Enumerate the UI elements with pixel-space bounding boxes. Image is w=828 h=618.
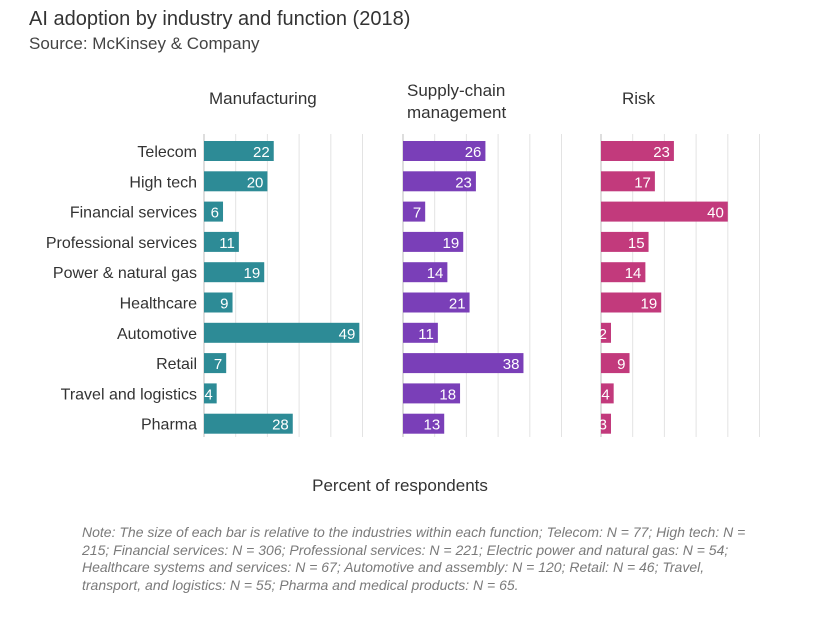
panel-title: Risk: [622, 89, 656, 108]
x-axis-label: Percent of respondents: [312, 476, 488, 495]
data-label: 4: [601, 386, 609, 403]
bar: [403, 171, 476, 192]
bar: [204, 141, 274, 161]
bar: [204, 353, 227, 374]
data-label: 14: [427, 265, 444, 282]
data-label: 3: [599, 417, 607, 434]
data-label: 14: [625, 265, 642, 282]
data-label: 23: [455, 174, 472, 191]
chart-title: AI adoption by industry and function (20…: [29, 8, 411, 30]
data-label: 7: [214, 356, 222, 373]
category-label: Travel and logistics: [61, 386, 197, 403]
bar: [204, 201, 224, 222]
bar: [601, 292, 662, 313]
data-label: 17: [634, 174, 651, 191]
category-label: Healthcare: [120, 296, 197, 313]
data-label: 38: [503, 356, 520, 373]
data-label: 21: [449, 296, 466, 313]
bar: [204, 262, 265, 283]
bar: [403, 353, 524, 374]
bar: [204, 231, 239, 252]
bar: [601, 141, 674, 161]
data-label: 28: [272, 417, 289, 434]
data-label: 4: [204, 386, 212, 403]
bar: [403, 231, 464, 252]
bar: [601, 353, 630, 374]
data-label: 20: [247, 174, 264, 191]
category-label: Financial services: [70, 205, 197, 222]
bar: [601, 383, 614, 404]
bar: [403, 413, 445, 434]
data-label: 19: [641, 296, 658, 313]
data-label: 2: [599, 326, 607, 343]
data-label: 9: [617, 356, 625, 373]
data-label: 15: [628, 235, 645, 252]
data-label: 19: [443, 235, 460, 252]
data-label: 40: [707, 205, 724, 222]
bar: [204, 383, 217, 404]
category-label: Retail: [156, 356, 197, 373]
bar: [204, 322, 360, 343]
data-label: 9: [220, 296, 228, 313]
category-label: High tech: [129, 174, 197, 191]
category-label: Automotive: [117, 326, 197, 343]
data-label: 18: [439, 386, 456, 403]
data-label: 19: [244, 265, 261, 282]
category-label: Power & natural gas: [53, 265, 197, 282]
bar: [403, 201, 426, 222]
data-label: 22: [253, 144, 270, 161]
bar: [403, 383, 461, 404]
bar: [601, 413, 611, 434]
data-label: 26: [465, 144, 482, 161]
data-label: 11: [418, 326, 434, 343]
data-label: 13: [424, 417, 441, 434]
bar: [204, 171, 268, 192]
bar: [403, 262, 448, 283]
data-label: 7: [413, 205, 421, 222]
chart-subtitle: Source: McKinsey & Company: [29, 34, 260, 53]
category-label: Professional services: [46, 235, 197, 252]
data-label: 11: [219, 235, 235, 252]
bar: [601, 262, 646, 283]
category-label: Telecom: [137, 144, 197, 161]
bar: [403, 292, 470, 313]
bar: [403, 322, 438, 343]
bar: [403, 141, 486, 161]
panel-title: Manufacturing: [209, 89, 317, 108]
data-label: 23: [653, 144, 670, 161]
category-label: Pharma: [141, 417, 197, 434]
bar: [204, 413, 293, 434]
bar: [601, 171, 655, 192]
bar: [601, 231, 649, 252]
data-label: 6: [211, 205, 219, 222]
footnote: Note: The size of each bar is relative t…: [82, 524, 746, 593]
panel-title: Supply-chain management: [407, 81, 507, 122]
bar: [601, 322, 611, 343]
data-label: 49: [339, 326, 356, 343]
bar: [601, 201, 728, 222]
bar-chart: Manufacturing2220611199497428Supply-chai…: [46, 81, 760, 437]
bar: [204, 292, 233, 313]
